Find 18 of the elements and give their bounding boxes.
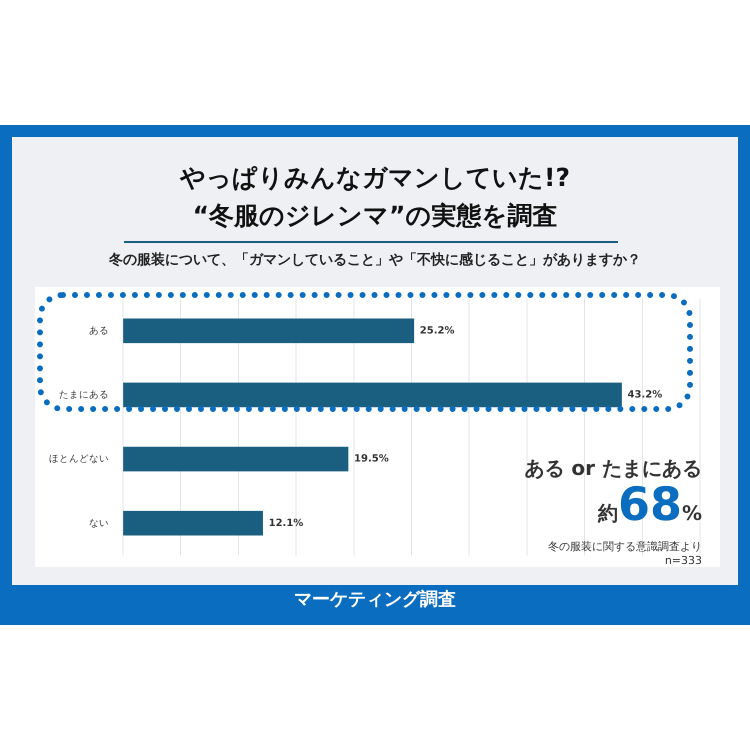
bar: [123, 446, 348, 472]
bar: [123, 382, 622, 408]
data-label: 19.5%: [354, 454, 389, 465]
data-label: 12.1%: [268, 518, 304, 529]
data-label: 43.2%: [628, 390, 662, 401]
y-tick-label: たまにある: [59, 390, 109, 401]
annotation: ある or たまにある: [524, 455, 702, 482]
annotation: 冬の服装に関する意識調査より: [547, 539, 702, 554]
data-label: 25.2%: [420, 325, 455, 336]
chart-title: やっぱりみんなガマンしていた!? “冬服のジレンマ”の実態を調査: [178, 162, 571, 232]
y-tick-label: ある: [89, 325, 109, 336]
bar: [123, 318, 414, 344]
y-tick-label: ほとんどない: [49, 454, 109, 465]
text: マーケティング調査: [293, 588, 457, 611]
y-tick-label: ない: [89, 518, 109, 529]
annotation: n=333: [664, 554, 702, 567]
bar: [123, 510, 263, 536]
chart-subtitle: 冬の服装について、「ガマンしていること」や「不快に感じること」がありますか？: [108, 251, 642, 269]
